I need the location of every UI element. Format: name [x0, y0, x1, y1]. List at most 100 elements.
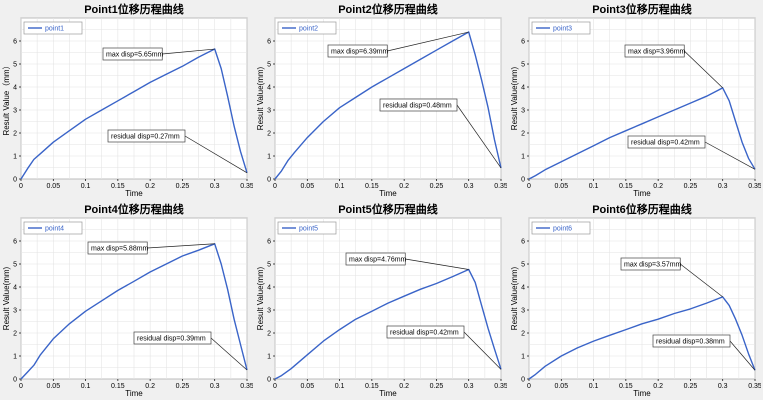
chart-2: 0 0.05 0.1 0.15 0.2 0.25 0.3 0.35 0 1 2 3 4 5 6 Point2位… [256, 2, 507, 198]
x-tick-label: 0.15 [111, 183, 125, 190]
y-tick-label: 4 [521, 285, 525, 292]
x-tick-label: 0.2 [653, 383, 663, 390]
x-tick-label: 0.2 [399, 183, 409, 190]
y-tick-label: 1 [521, 354, 525, 361]
annotation-leader-line [210, 337, 248, 371]
chart-title: Point2位移历程曲线 [338, 2, 438, 16]
y-tick-label: 4 [267, 285, 271, 292]
legend-label: point5 [299, 226, 318, 233]
x-tick-label: 0.3 [210, 383, 220, 390]
y-tick-label: 5 [521, 262, 525, 269]
legend-box [531, 21, 591, 35]
x-tick-label: 0.35 [494, 183, 507, 190]
y-tick-label: 5 [13, 262, 17, 269]
chart-1: 0 0.05 0.1 0.15 0.2 0.25 0.3 0.35 0 1 2 3 4 5 6 Point1位… [2, 2, 253, 198]
x-tick-label: 0.15 [619, 183, 633, 190]
legend: point4 [23, 221, 83, 235]
x-tick-label: 0.1 [81, 183, 91, 190]
annotation-leader-line [463, 331, 502, 370]
legend-label: point3 [553, 26, 572, 33]
x-tick-label: 0.2 [145, 383, 155, 390]
max-disp-annotation: max disp=5.88mm [91, 246, 149, 253]
annotation-box [87, 241, 148, 255]
x-tick-label: 0.05 [554, 183, 568, 190]
annotation-box [327, 44, 388, 58]
x-tick-label: 0.3 [718, 183, 728, 190]
y-tick-label: 0 [267, 177, 271, 184]
legend: point3 [531, 21, 591, 35]
legend: point2 [277, 21, 337, 35]
x-tick-label: 0.2 [399, 383, 409, 390]
y-tick-label: 2 [521, 331, 525, 338]
y-tick-label: 0 [521, 177, 525, 184]
x-axis-label: Time [379, 189, 397, 198]
x-tick-label: 0 [19, 383, 23, 390]
chart-5: 0 0.05 0.1 0.15 0.2 0.25 0.3 0.35 0 1 2 3 4 5 6 Point5位… [256, 202, 507, 398]
y-tick-label: 2 [13, 331, 17, 338]
annotation-box [133, 331, 212, 345]
residual-disp-annotation: residual disp=0.38mm [656, 339, 725, 346]
y-axis-label: Result Value（mm） [2, 61, 11, 135]
x-tick-label: 0.1 [335, 183, 345, 190]
y-tick-label: 2 [521, 131, 525, 138]
y-tick-label: 4 [267, 85, 271, 92]
y-tick-label: 1 [267, 154, 271, 161]
chart-title: Point1位移历程曲线 [84, 2, 184, 16]
y-tick-label: 0 [521, 377, 525, 384]
legend-label: point2 [299, 26, 318, 33]
max-disp-annotation: max disp=5.65mm [106, 52, 164, 59]
x-axis-label: Time [125, 389, 143, 398]
y-tick-label: 6 [521, 239, 525, 246]
series-line-point4 [20, 243, 248, 380]
annotation-leader-line [162, 48, 215, 55]
y-tick-label: 4 [521, 85, 525, 92]
annotation-box [652, 334, 731, 348]
legend: point5 [277, 221, 337, 235]
y-tick-label: 0 [267, 377, 271, 384]
residual-disp-annotation: residual disp=0.42mm [390, 330, 459, 337]
y-tick-label: 3 [521, 308, 525, 315]
x-tick-label: 0.25 [176, 383, 190, 390]
y-axis-label: Result Value(mm) [510, 266, 519, 330]
legend-box [277, 21, 337, 35]
chart-title: Point3位移历程曲线 [592, 2, 692, 16]
annotation-leader-line [147, 243, 215, 249]
x-tick-label: 0.05 [554, 383, 568, 390]
annotation-box [627, 135, 706, 149]
y-tick-label: 6 [267, 239, 271, 246]
x-tick-label: 0.25 [176, 183, 190, 190]
x-axis-label: Time [125, 189, 143, 198]
y-tick-label: 2 [267, 131, 271, 138]
x-tick-label: 0 [527, 183, 531, 190]
x-tick-label: 0.35 [494, 383, 507, 390]
legend-box [531, 221, 591, 235]
annotation-leader-line [729, 340, 756, 371]
x-tick-label: 0.1 [335, 383, 345, 390]
chart-3: 0 0.05 0.1 0.15 0.2 0.25 0.3 0.35 0 1 2 3 4 5 6 Point3位… [510, 2, 761, 198]
series-line-point1 [20, 48, 248, 180]
chart-4: 0 0.05 0.1 0.15 0.2 0.25 0.3 0.35 0 1 2 3 4 5 6 Point4位… [2, 202, 253, 398]
y-tick-label: 2 [267, 331, 271, 338]
x-tick-label: 0.35 [748, 183, 761, 190]
y-tick-label: 3 [267, 308, 271, 315]
y-tick-label: 1 [521, 154, 525, 161]
annotation-leader-line [456, 104, 502, 169]
y-tick-label: 5 [521, 62, 525, 69]
max-disp-annotation: max disp=3.96mm [628, 49, 686, 56]
max-disp-annotation: max disp=4.76mm [349, 257, 407, 264]
y-tick-label: 3 [267, 108, 271, 115]
x-tick-label: 0.05 [46, 183, 60, 190]
legend-box [23, 21, 83, 35]
y-tick-label: 5 [13, 62, 17, 69]
legend: point6 [531, 221, 591, 235]
series-line-point3 [528, 87, 756, 180]
y-tick-label: 1 [13, 354, 17, 361]
legend-label: point6 [553, 226, 572, 233]
y-tick-label: 3 [13, 108, 17, 115]
residual-disp-annotation: residual disp=0.42mm [631, 140, 700, 147]
annotation-leader-line [405, 258, 469, 270]
y-tick-label: 3 [521, 108, 525, 115]
y-tick-label: 5 [267, 262, 271, 269]
x-tick-label: 0.25 [430, 383, 444, 390]
x-tick-label: 0.25 [430, 183, 444, 190]
